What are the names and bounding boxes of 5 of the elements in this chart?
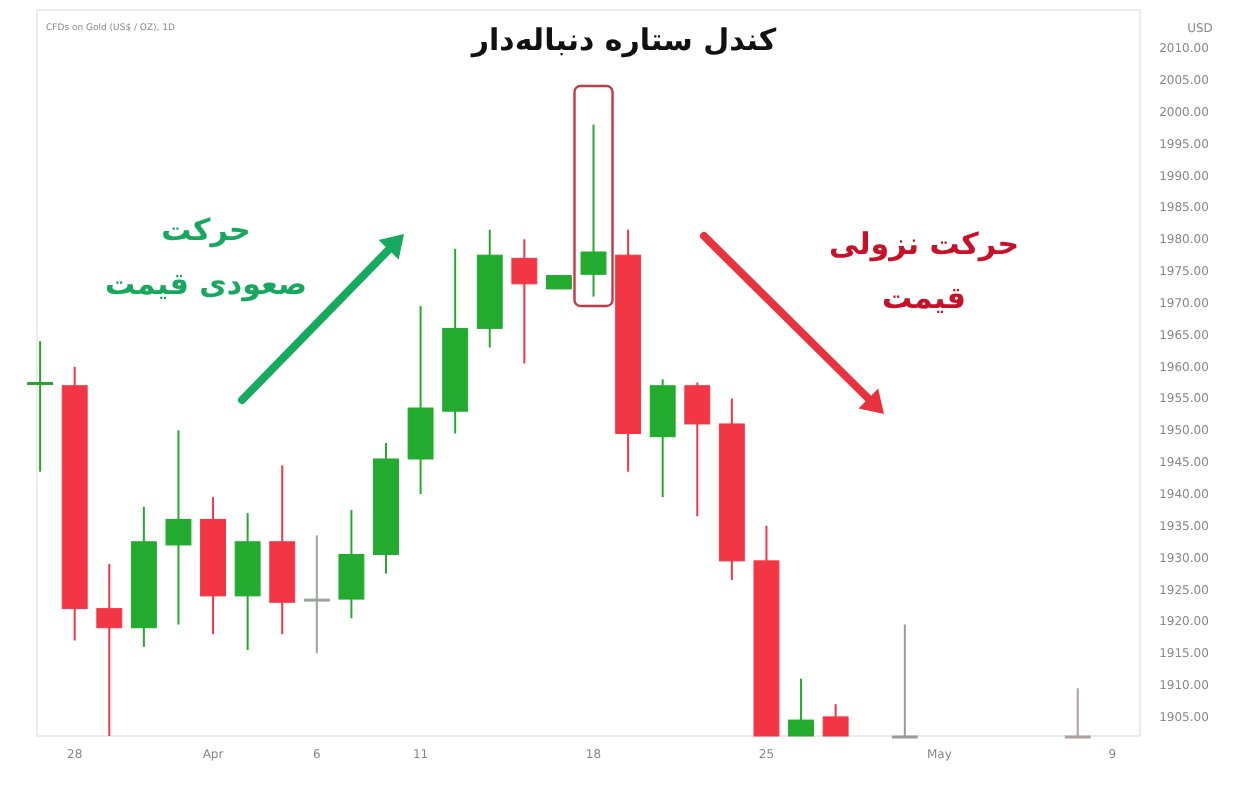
annotation: قیمت (882, 280, 966, 316)
annotation: صعودی قیمت (105, 266, 307, 302)
annotation: حرکت (161, 212, 251, 248)
annotation: حرکت نزولی (828, 226, 1020, 262)
chart-title: کندل ستاره دنباله‌دار (469, 22, 777, 58)
